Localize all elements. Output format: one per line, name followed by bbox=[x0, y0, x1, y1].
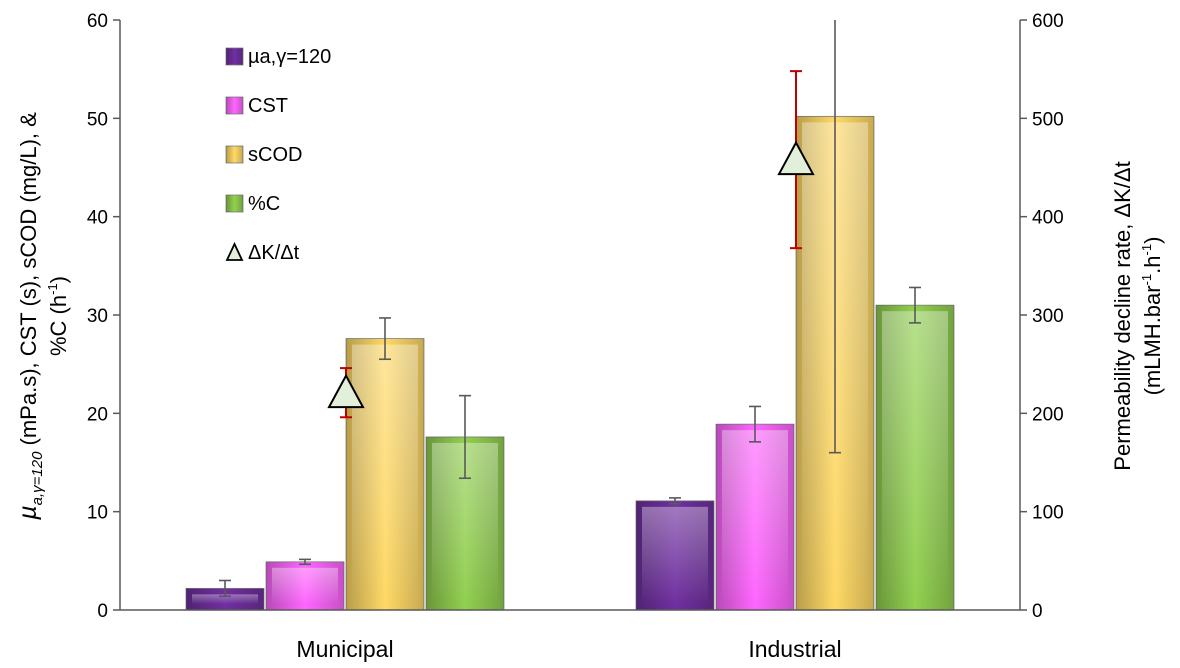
legend-label: ΔK/Δt bbox=[248, 242, 300, 264]
error-bar-cst-industrial bbox=[749, 405, 761, 443]
error-bar-ua-gamma-120-municipal bbox=[219, 579, 231, 598]
legend-label: %C bbox=[248, 193, 280, 215]
bar-cst-municipal bbox=[265, 561, 345, 611]
triangle-markers-layer bbox=[327, 70, 815, 419]
left-axis-ticks: 0 10 20 30 40 50 60 bbox=[87, 11, 120, 622]
legend: µa,γ=120 CST sCOD %C ΔK/Δt bbox=[225, 46, 331, 264]
left-axis-title-mu: µ bbox=[14, 505, 42, 520]
right-tick-label: 500 bbox=[1032, 109, 1064, 130]
right-tick-label: 600 bbox=[1032, 11, 1064, 32]
error-bar-pct-c-municipal bbox=[459, 394, 471, 480]
bar-cst-industrial bbox=[715, 423, 795, 611]
category-label-municipal: Municipal bbox=[296, 636, 393, 662]
left-axis-title-line1: µa,γ=120 (mPa.s), CST (s), sCOD (mg/L), … bbox=[14, 112, 46, 521]
category-labels: Municipal Industrial bbox=[296, 636, 841, 662]
error-bar-scod-industrial bbox=[829, 20, 841, 454]
right-axis-title-line2: (mLMH.bar-1.h-1) bbox=[1139, 237, 1165, 396]
right-tick-label: 400 bbox=[1032, 208, 1064, 229]
left-tick-label: 30 bbox=[87, 306, 108, 327]
right-axis-ticks: 0 100 200 300 400 500 600 bbox=[1020, 11, 1064, 622]
bar-pct-c-industrial bbox=[875, 304, 955, 611]
bar-pct-c-municipal bbox=[425, 436, 505, 611]
legend-label: µa,γ=120 bbox=[248, 46, 331, 68]
left-axis-title-rest: (mPa.s), CST (s), sCOD (mg/L), & bbox=[16, 112, 41, 452]
right-tick-label: 200 bbox=[1032, 404, 1064, 425]
left-tick-label: 50 bbox=[87, 109, 108, 130]
triangle-marker-municipal bbox=[327, 367, 365, 419]
legend-item-pct-c: %C bbox=[225, 193, 280, 215]
left-axis-title-line2: %C (h-1) bbox=[45, 276, 71, 356]
error-bar-ua-gamma-120-industrial bbox=[669, 497, 681, 505]
left-tick-label: 20 bbox=[87, 404, 108, 425]
left-axis-title-subscript: a,γ=120 bbox=[29, 451, 46, 505]
error-bars-layer bbox=[219, 20, 921, 598]
legend-item-delta-k: ΔK/Δt bbox=[225, 241, 300, 264]
left-tick-label: 60 bbox=[87, 11, 108, 32]
legend-triangle-icon bbox=[225, 241, 244, 261]
right-tick-label: 0 bbox=[1032, 601, 1043, 622]
legend-item-cst: CST bbox=[225, 95, 288, 117]
right-tick-label: 300 bbox=[1032, 306, 1064, 327]
left-tick-label: 10 bbox=[87, 503, 108, 524]
legend-label: CST bbox=[248, 95, 288, 117]
bar-ua-gamma-120-industrial bbox=[635, 500, 715, 611]
left-tick-label: 0 bbox=[97, 601, 108, 622]
legend-label: sCOD bbox=[248, 144, 302, 166]
right-tick-label: 100 bbox=[1032, 503, 1064, 524]
triangle-marker-industrial bbox=[777, 70, 815, 250]
category-label-industrial: Industrial bbox=[748, 636, 841, 662]
bar-scod-municipal bbox=[345, 338, 425, 611]
bar-ua-gamma-120-municipal bbox=[185, 587, 265, 611]
error-bar-scod-municipal bbox=[379, 317, 391, 361]
error-bar-cst-municipal bbox=[299, 558, 311, 566]
error-bar-pct-c-industrial bbox=[909, 286, 921, 324]
left-tick-label: 40 bbox=[87, 208, 108, 229]
legend-item-scod: sCOD bbox=[225, 144, 302, 166]
legend-item-ua-gamma-120: µa,γ=120 bbox=[225, 46, 331, 68]
bars-layer bbox=[185, 115, 955, 611]
right-axis-title-line1: Permeability decline rate, ΔK/Δt bbox=[1110, 161, 1135, 470]
